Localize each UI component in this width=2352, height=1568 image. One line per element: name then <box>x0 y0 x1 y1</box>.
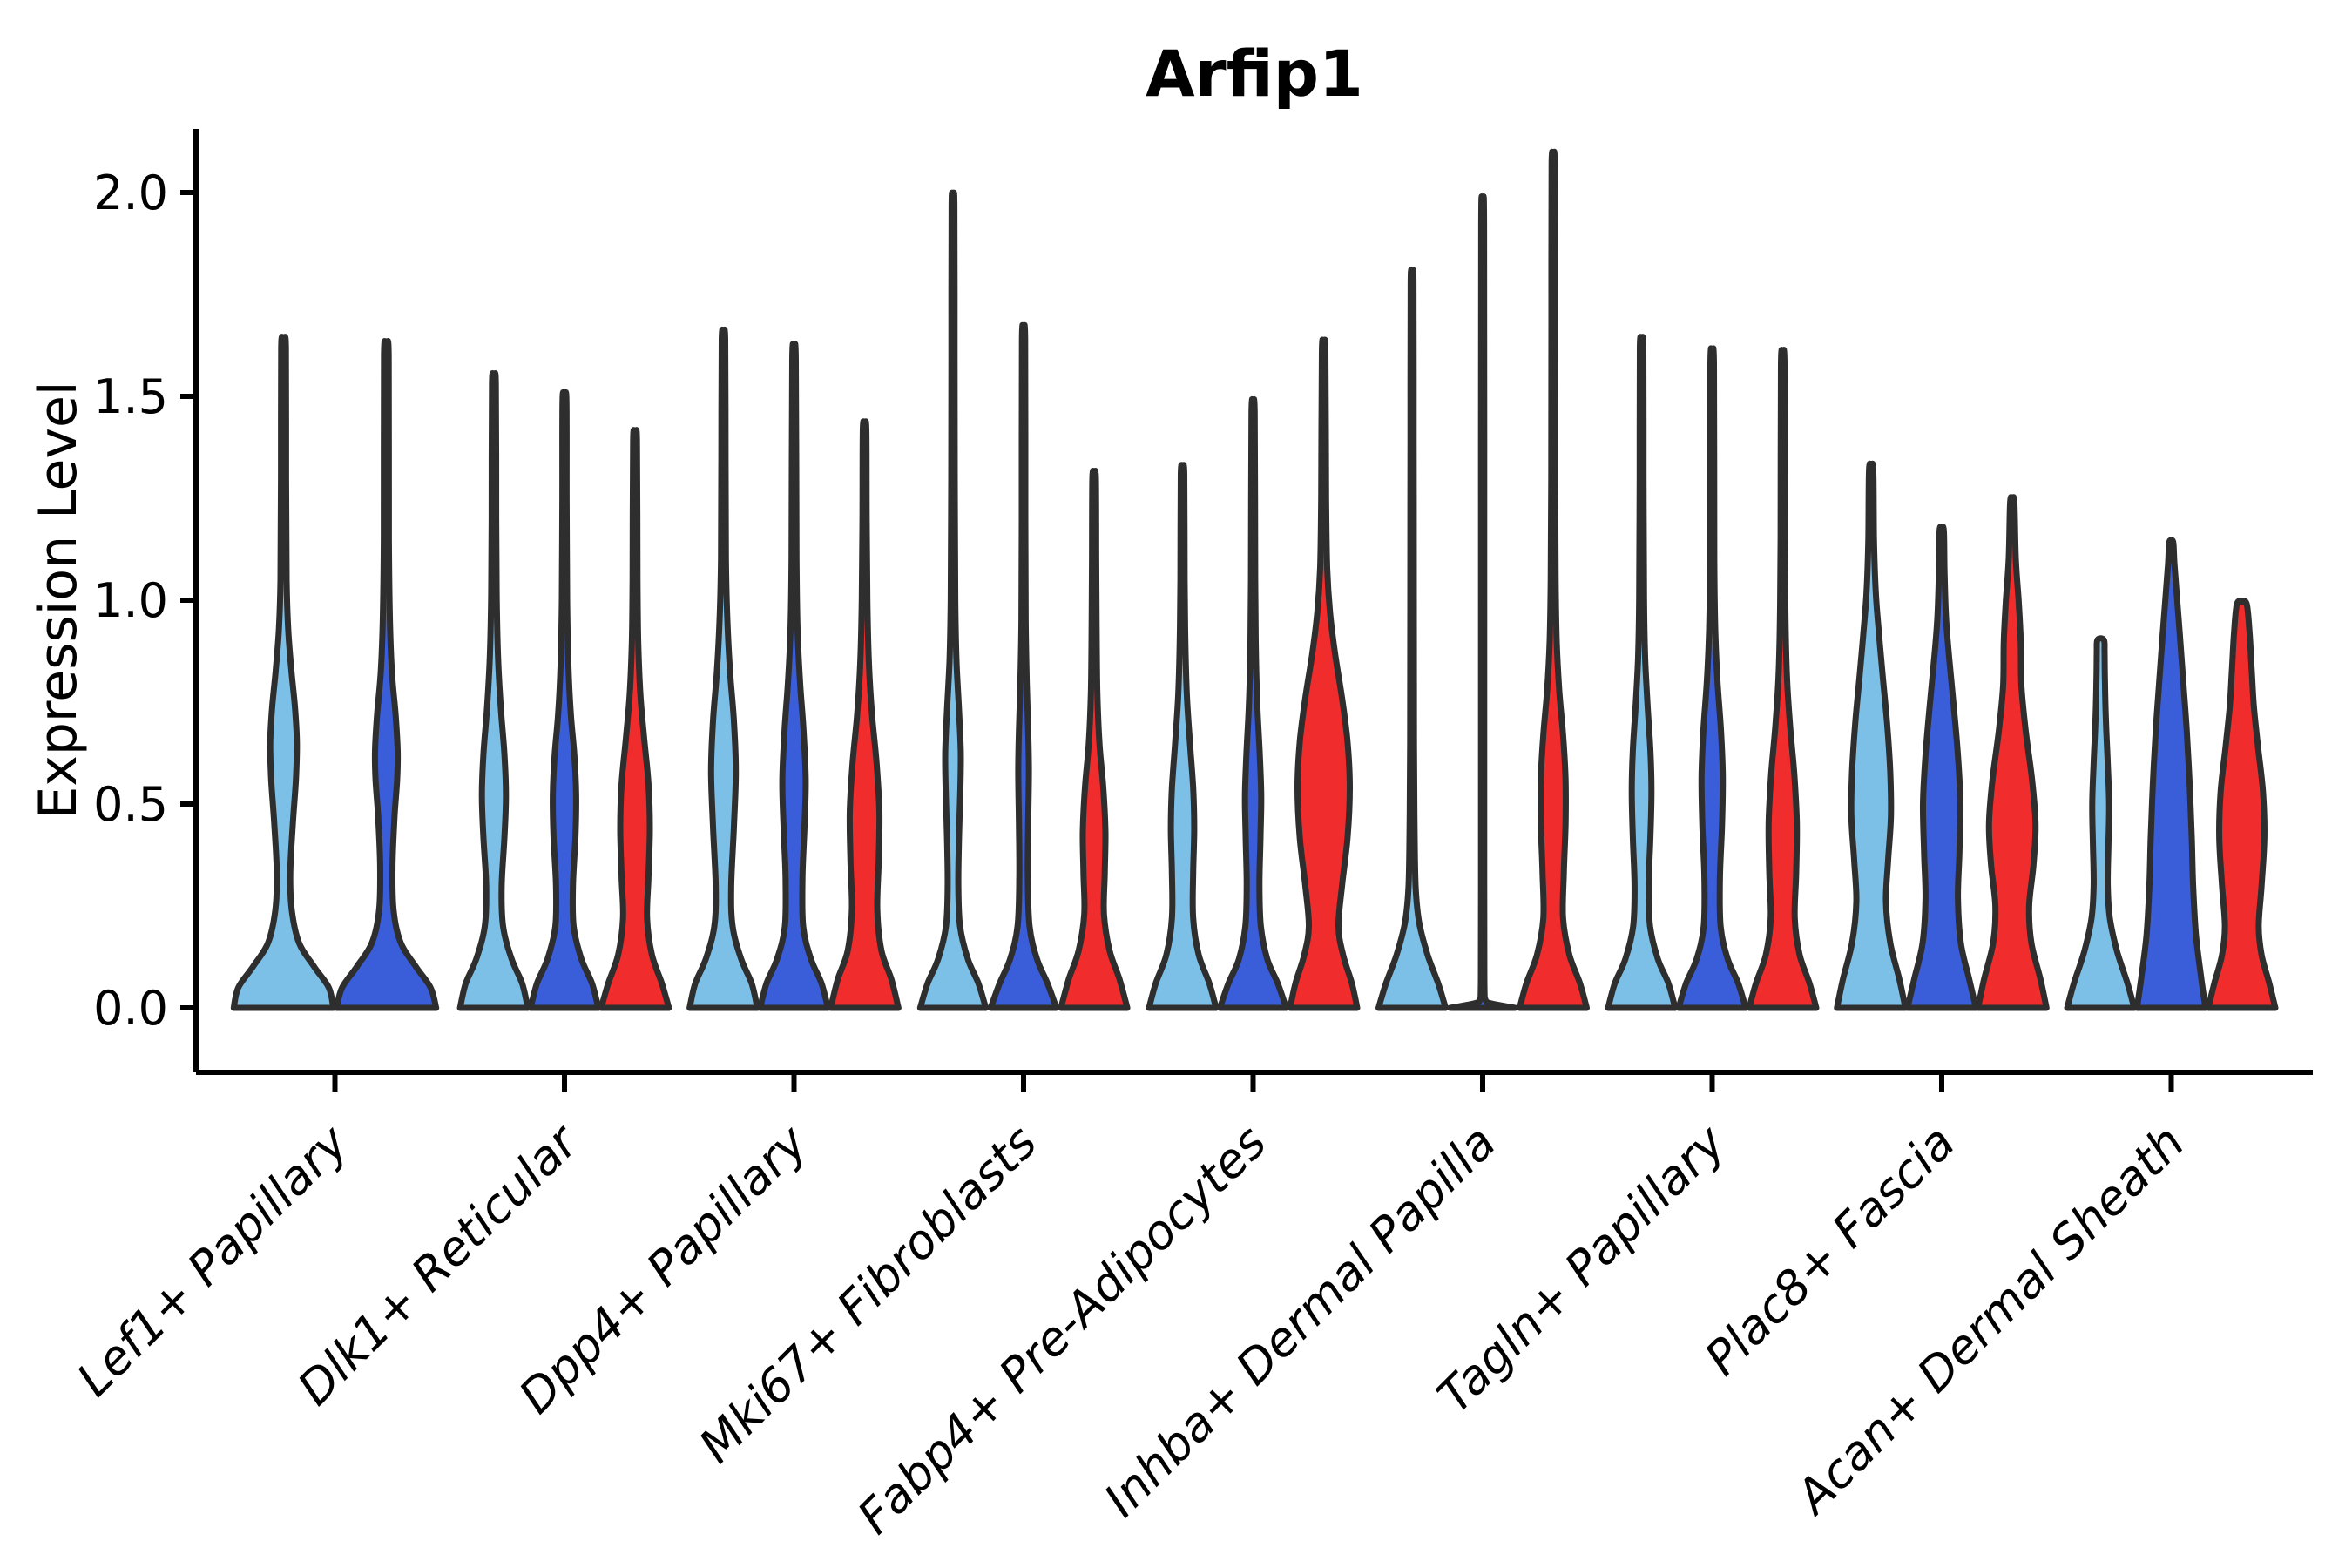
violin-plac8-fascia-lightblue <box>1834 460 1909 1011</box>
violin-inhba-dermal-papilla-lightblue <box>1375 267 1449 1011</box>
violin-acan-dermal-sheath-red <box>2205 598 2279 1011</box>
violin-lef1-papillary-lightblue <box>230 334 337 1011</box>
violin-mki67-fibroblasts-red <box>1058 468 1131 1011</box>
x-tick-label: Acan+ Dermal Sheath <box>1784 1115 2195 1526</box>
violin-tagln-papillary-darkblue <box>1675 345 1749 1011</box>
y-tick-label: 2.0 <box>93 166 168 220</box>
violin-inhba-dermal-papilla-red <box>1517 148 1590 1011</box>
y-tick-label: 0.0 <box>93 981 168 1036</box>
violin-inhba-dermal-papilla-darkblue <box>1447 193 1518 1011</box>
violin-dpp4-papillary-lightblue <box>686 326 760 1011</box>
violins-layer <box>230 148 2279 1011</box>
x-tick-label: Fabp4+ Pre-Adipocytes <box>847 1115 1276 1544</box>
violin-lef1-papillary-darkblue <box>333 338 440 1011</box>
violin-mki67-fibroblasts-lightblue <box>916 189 990 1011</box>
violin-fabp4-pre-adipocytes-red <box>1287 336 1361 1011</box>
violin-fabp4-pre-adipocytes-darkblue <box>1216 395 1290 1011</box>
violin-dlk1-reticular-darkblue <box>527 389 602 1011</box>
y-tick-label: 1.5 <box>93 369 168 424</box>
violin-dlk1-reticular-lightblue <box>456 369 531 1011</box>
violin-dlk1-reticular-red <box>598 427 672 1011</box>
x-tick-label: Inhba+ Dermal Papilla <box>1093 1115 1506 1528</box>
violin-plac8-fascia-red <box>1975 494 2050 1011</box>
violin-mki67-fibroblasts-darkblue <box>987 321 1060 1011</box>
violin-tagln-papillary-red <box>1746 347 1820 1011</box>
y-axis-label: Expression Level <box>28 381 89 819</box>
violin-acan-dermal-sheath-darkblue <box>2133 537 2209 1011</box>
violin-fabp4-pre-adipocytes-lightblue <box>1146 462 1220 1011</box>
y-tick-label: 0.5 <box>93 777 168 832</box>
violin-acan-dermal-sheath-lightblue <box>2064 635 2138 1011</box>
violin-dpp4-papillary-red <box>828 418 902 1011</box>
violin-tagln-papillary-lightblue <box>1605 334 1679 1011</box>
violin-dpp4-papillary-darkblue <box>757 341 831 1011</box>
violin-plac8-fascia-darkblue <box>1904 524 1979 1011</box>
chart-title: Arfip1 <box>1146 37 1363 112</box>
y-tick-label: 1.0 <box>93 573 168 628</box>
